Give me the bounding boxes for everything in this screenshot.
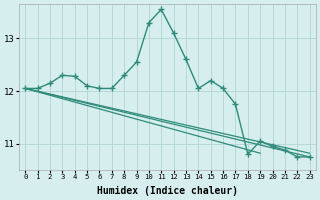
X-axis label: Humidex (Indice chaleur): Humidex (Indice chaleur): [97, 186, 238, 196]
